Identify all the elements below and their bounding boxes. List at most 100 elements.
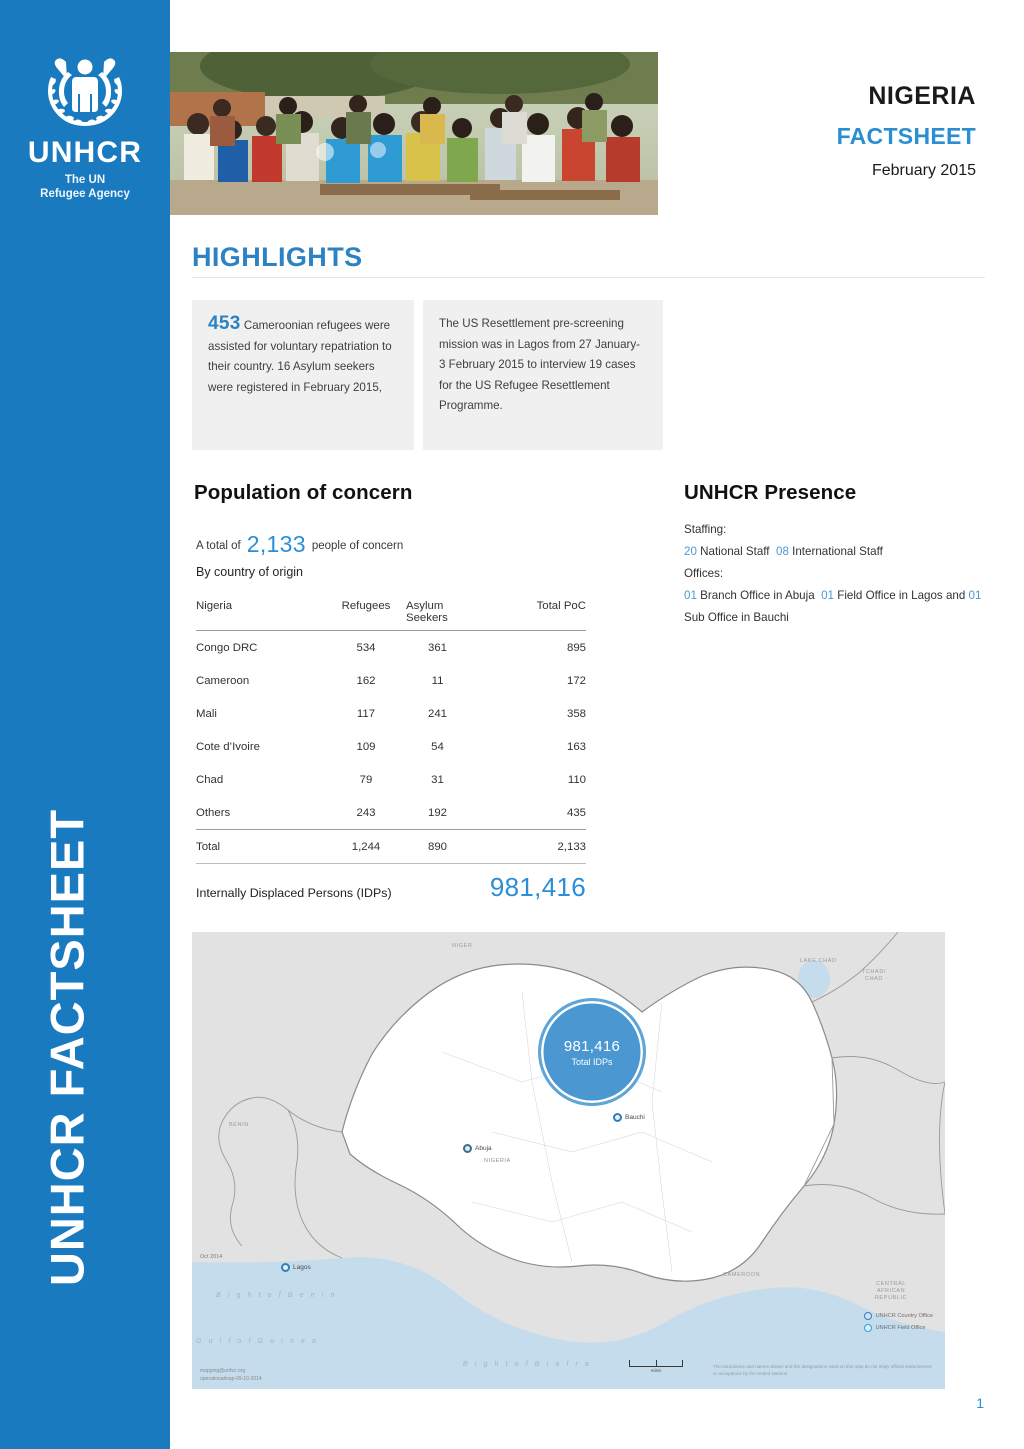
- page-number: 1: [976, 1395, 984, 1411]
- idp-bubble-label: Total IDPs: [571, 1056, 613, 1067]
- map-label-niger: NIGER: [452, 943, 473, 949]
- map-city-abuja: Abuja: [463, 1144, 492, 1153]
- highlight-card-1-number: 453: [208, 313, 241, 334]
- nigeria-idp-map: UNHCR Country Office UNHCR Field Office …: [192, 932, 945, 1389]
- cell-origin: Chad: [196, 773, 224, 786]
- unhcr-logo: UNHCR The UN Refugee Agency: [0, 42, 170, 201]
- column-header-refugees: Refugees: [341, 600, 391, 612]
- car-line-2: REPUBLIC: [874, 1295, 908, 1301]
- cell-asylum-seekers: 11: [431, 674, 444, 687]
- map-label-nigeria: NIGERIA: [484, 1158, 511, 1164]
- staffing-counts: 20 National Staff 08 International Staff: [684, 541, 984, 563]
- highlights-divider: [192, 277, 985, 278]
- map-graphic: [192, 932, 945, 1389]
- sidebar-vertical-title: UNHCR FACTSHEET: [40, 808, 94, 1287]
- population-table: Nigeria Refugees Asylum Seekers Total PoC…: [196, 597, 586, 864]
- cell-refugees: 243: [356, 806, 376, 819]
- population-total-prefix: A total of: [196, 540, 241, 552]
- document-type: FACTSHEET: [836, 123, 976, 149]
- map-label-cameroon: CAMEROON: [723, 1272, 761, 1278]
- table-row: Cameroon 162 11 172: [196, 664, 586, 697]
- map-date-note: Oct 2014: [200, 1254, 223, 1260]
- legend-label-country-office: UNHCR Country Office: [875, 1313, 933, 1319]
- cell-refugees: 162: [356, 674, 376, 687]
- cell-total-poc: 172: [566, 674, 586, 687]
- map-label-lake-chad: LAKE CHAD: [800, 958, 837, 964]
- map-disclaimer: The boundaries and names shown and the d…: [713, 1364, 932, 1376]
- highlight-card-2: The US Resettlement pre-screening missio…: [423, 300, 663, 450]
- map-label-bight-of-benin: B i g h t o f B e n i n: [216, 1292, 337, 1299]
- field-office-icon: [863, 1324, 872, 1332]
- unhcr-wordmark: UNHCR: [27, 136, 143, 169]
- population-of-concern-heading: Population of concern: [194, 481, 413, 504]
- left-sidebar: UNHCR The UN Refugee Agency UNHCR FACTSH…: [0, 0, 170, 1449]
- unhcr-tagline: The UN Refugee Agency: [0, 173, 170, 201]
- table-header-row: Nigeria Refugees Asylum Seekers Total PoC: [196, 597, 586, 631]
- country-office-icon: [863, 1312, 872, 1320]
- cell-origin: Cote d’Ivoire: [196, 740, 260, 753]
- column-header-asylum-seekers: Asylum Seekers: [406, 600, 448, 624]
- cell-refugees: 109: [356, 740, 376, 753]
- international-staff-label: International Staff: [792, 545, 883, 558]
- column-header-origin: Nigeria: [196, 600, 233, 612]
- field-office-label: Field Office in Lagos and: [837, 589, 966, 602]
- population-table-body: Congo DRC 534 361 895 Cameroon 162 11 17…: [196, 631, 586, 864]
- unhcr-emblem-icon: [48, 58, 122, 126]
- population-table-head: Nigeria Refugees Asylum Seekers Total PoC: [196, 597, 586, 631]
- idp-bubble: 981,416 Total IDPs: [538, 998, 646, 1106]
- table-total-row: Total 1,244 890 2,133: [196, 829, 586, 864]
- branch-office-label: Branch Office in Abuja: [700, 589, 815, 602]
- photo-illustration: [170, 52, 658, 215]
- city-label-lagos: Lagos: [293, 1264, 311, 1271]
- cell-origin: Congo DRC: [196, 641, 258, 654]
- field-office-marker-icon: [281, 1263, 290, 1272]
- offices-label: Offices:: [684, 567, 724, 580]
- cell-origin: Others: [196, 806, 231, 819]
- cell-asylum-seekers: 192: [427, 806, 447, 819]
- highlight-card-2-text: The US Resettlement pre-screening missio…: [439, 317, 641, 412]
- legend-item-country-office: UNHCR Country Office: [863, 1310, 933, 1322]
- cell-refugees: 79: [359, 773, 373, 786]
- unhcr-presence-body: Staffing: 20 National Staff 08 Internati…: [684, 519, 984, 629]
- map-label-chad: TCHAD/ CHAD: [861, 969, 887, 982]
- cell-asylum-seekers: 31: [431, 773, 444, 786]
- branch-office-count: 01: [684, 589, 697, 602]
- map-credit-line-1: mapping@unhcr.org: [200, 1368, 246, 1374]
- idp-value: 981,416: [489, 872, 586, 902]
- map-credit: mapping@unhcr.org operationalmap-09-10-2…: [200, 1367, 262, 1383]
- header-photo: [170, 52, 658, 215]
- table-row: Mali 117 241 358: [196, 697, 586, 730]
- population-subtitle: By country of origin: [196, 565, 303, 579]
- cell-total-poc: 435: [566, 806, 586, 819]
- offices-list: 01 Branch Office in Abuja 01 Field Offic…: [684, 585, 984, 629]
- country-office-marker-icon: [463, 1144, 472, 1153]
- scale-bar-line: [629, 1360, 683, 1367]
- national-staff-count: 20: [684, 545, 697, 558]
- table-row: Others 243 192 435: [196, 796, 586, 830]
- map-credit-line-2: operationalmap-09-10-2014: [200, 1376, 262, 1382]
- column-header-total-poc: Total PoC: [536, 600, 586, 612]
- map-label-central-african-republic: CENTRAL AFRICAN REPUBLIC: [866, 1281, 916, 1302]
- population-total-value: 2,133: [246, 531, 306, 557]
- cell-origin-total: Total: [196, 840, 221, 853]
- field-office-count: 01: [821, 589, 835, 602]
- tagline-line-1: The UN: [64, 174, 106, 186]
- cell-total-poc: 895: [566, 641, 586, 654]
- city-label-bauchi: Bauchi: [625, 1114, 645, 1121]
- scale-bar-label: miles: [650, 1368, 662, 1373]
- international-staff-count: 08: [776, 545, 789, 558]
- legend-item-field-office: UNHCR Field Office: [863, 1322, 933, 1334]
- table-row: Cote d’Ivoire 109 54 163: [196, 730, 586, 763]
- table-row: Congo DRC 534 361 895: [196, 631, 586, 665]
- map-city-lagos: Lagos: [281, 1263, 311, 1272]
- highlight-card-1: 453 Cameroonian refugees were assisted f…: [192, 300, 414, 450]
- cell-asylum-seekers: 54: [431, 740, 444, 753]
- map-label-bight-of-biafra: B i g h t o f B i a f r a: [463, 1361, 592, 1368]
- cell-asylum-seekers: 241: [427, 707, 447, 720]
- table-row: Chad 79 31 110: [196, 763, 586, 796]
- legend-label-field-office: UNHCR Field Office: [875, 1325, 926, 1331]
- highlight-card-1-body: Cameroonian refugees were assisted for v…: [208, 319, 392, 394]
- highlights-heading: HIGHLIGHTS: [192, 242, 363, 272]
- sub-office-label: Sub Office in Bauchi: [684, 611, 789, 624]
- cell-asylum-seekers-total: 890: [427, 840, 447, 853]
